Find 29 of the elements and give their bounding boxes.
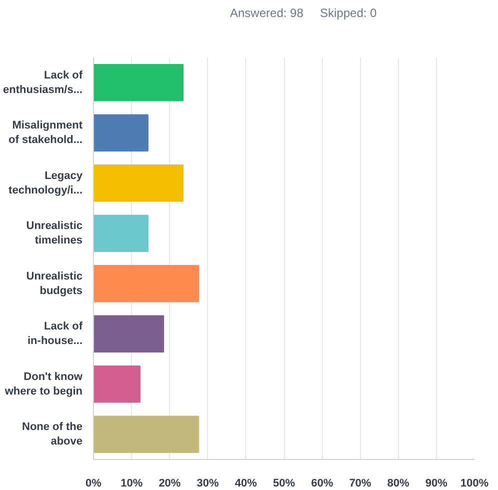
bar xyxy=(94,416,200,453)
y-tick-label: Lack of in-house... xyxy=(28,320,83,348)
text: Skipped: 0 xyxy=(320,5,377,22)
x-tick-label: 40% xyxy=(234,478,258,490)
y-tick-label: Misalignment of stakehold... xyxy=(8,120,83,146)
x-tick-label: 100% xyxy=(460,478,489,490)
y-tick-label: Unrealistic timelines xyxy=(26,220,83,247)
bar xyxy=(94,64,184,102)
bar xyxy=(94,265,200,302)
x-tick-label: 60% xyxy=(311,478,334,490)
bar xyxy=(94,114,148,152)
x-tick-label: 10% xyxy=(120,478,143,490)
y-tick-label: Unrealistic budgets xyxy=(26,270,83,297)
x-tick-label: 80% xyxy=(387,478,410,490)
bar xyxy=(94,164,184,202)
x-tick-label: 50% xyxy=(272,478,296,490)
y-tick-label: Lack of enthusiasm/s... xyxy=(3,69,83,96)
text: Answered: 98 xyxy=(230,5,304,22)
y-tick-label: Legacy technology/i... xyxy=(8,170,84,196)
x-tick-label: 70% xyxy=(349,478,372,490)
bar xyxy=(94,214,148,252)
y-tick-label: None of the above xyxy=(22,421,83,448)
x-tick-label: 20% xyxy=(158,478,181,490)
bar xyxy=(94,315,164,352)
x-tick-label: 30% xyxy=(196,478,220,490)
bar xyxy=(94,366,140,403)
x-tick-label: 0% xyxy=(86,478,102,490)
y-tick-label: Don't know where to begin xyxy=(4,370,83,398)
x-tick-label: 90% xyxy=(425,478,448,490)
